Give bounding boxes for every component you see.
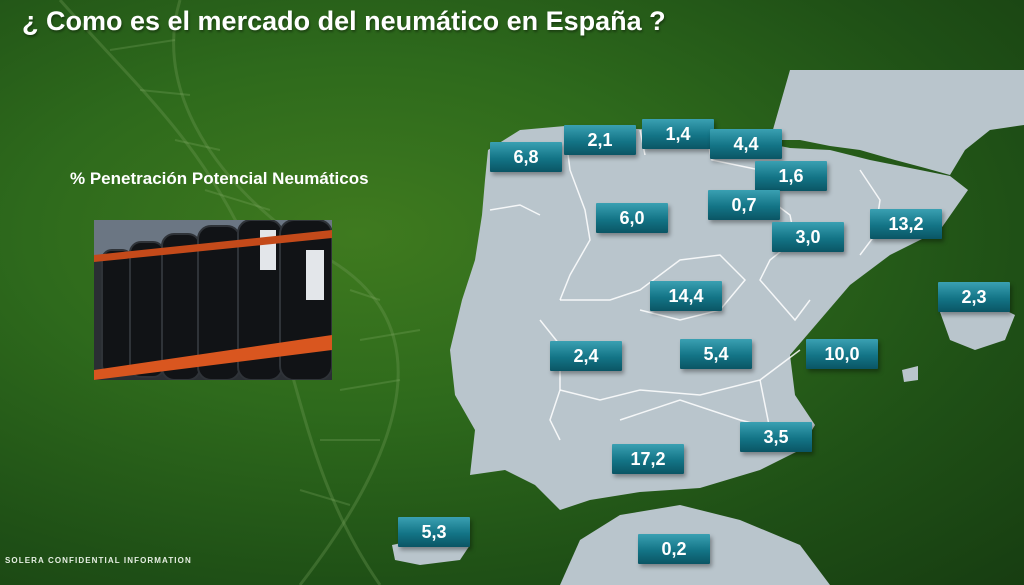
region-badge-baleares: 2,3 — [938, 282, 1010, 312]
chart-subtitle: % Penetración Potencial Neumáticos — [70, 169, 369, 188]
region-badge-ceuta-melilla: 0,2 — [638, 534, 710, 564]
region-badge-andalucia: 17,2 — [612, 444, 684, 474]
region-badge-murcia: 3,5 — [740, 422, 812, 452]
region-badge-la-rioja: 0,7 — [708, 190, 780, 220]
region-badge-aragon: 3,0 — [772, 222, 844, 252]
region-badge-navarra: 1,6 — [755, 161, 827, 191]
region-badge-asturias: 2,1 — [564, 125, 636, 155]
tire-rack-photo — [94, 220, 332, 380]
region-badge-valencia: 10,0 — [806, 339, 878, 369]
region-badge-canarias: 5,3 — [398, 517, 470, 547]
region-badge-cataluna: 13,2 — [870, 209, 942, 239]
region-badge-castilla-la-mancha: 5,4 — [680, 339, 752, 369]
confidential-footer: SOLERA CONFIDENTIAL INFORMATION — [5, 556, 192, 565]
region-badge-pais-vasco: 4,4 — [710, 129, 782, 159]
region-badge-galicia: 6,8 — [490, 142, 562, 172]
region-badge-castilla-leon: 6,0 — [596, 203, 668, 233]
region-badge-extremadura: 2,4 — [550, 341, 622, 371]
region-badge-cantabria: 1,4 — [642, 119, 714, 149]
region-badge-madrid: 14,4 — [650, 281, 722, 311]
page-title: ¿ Como es el mercado del neumático en Es… — [22, 6, 666, 36]
